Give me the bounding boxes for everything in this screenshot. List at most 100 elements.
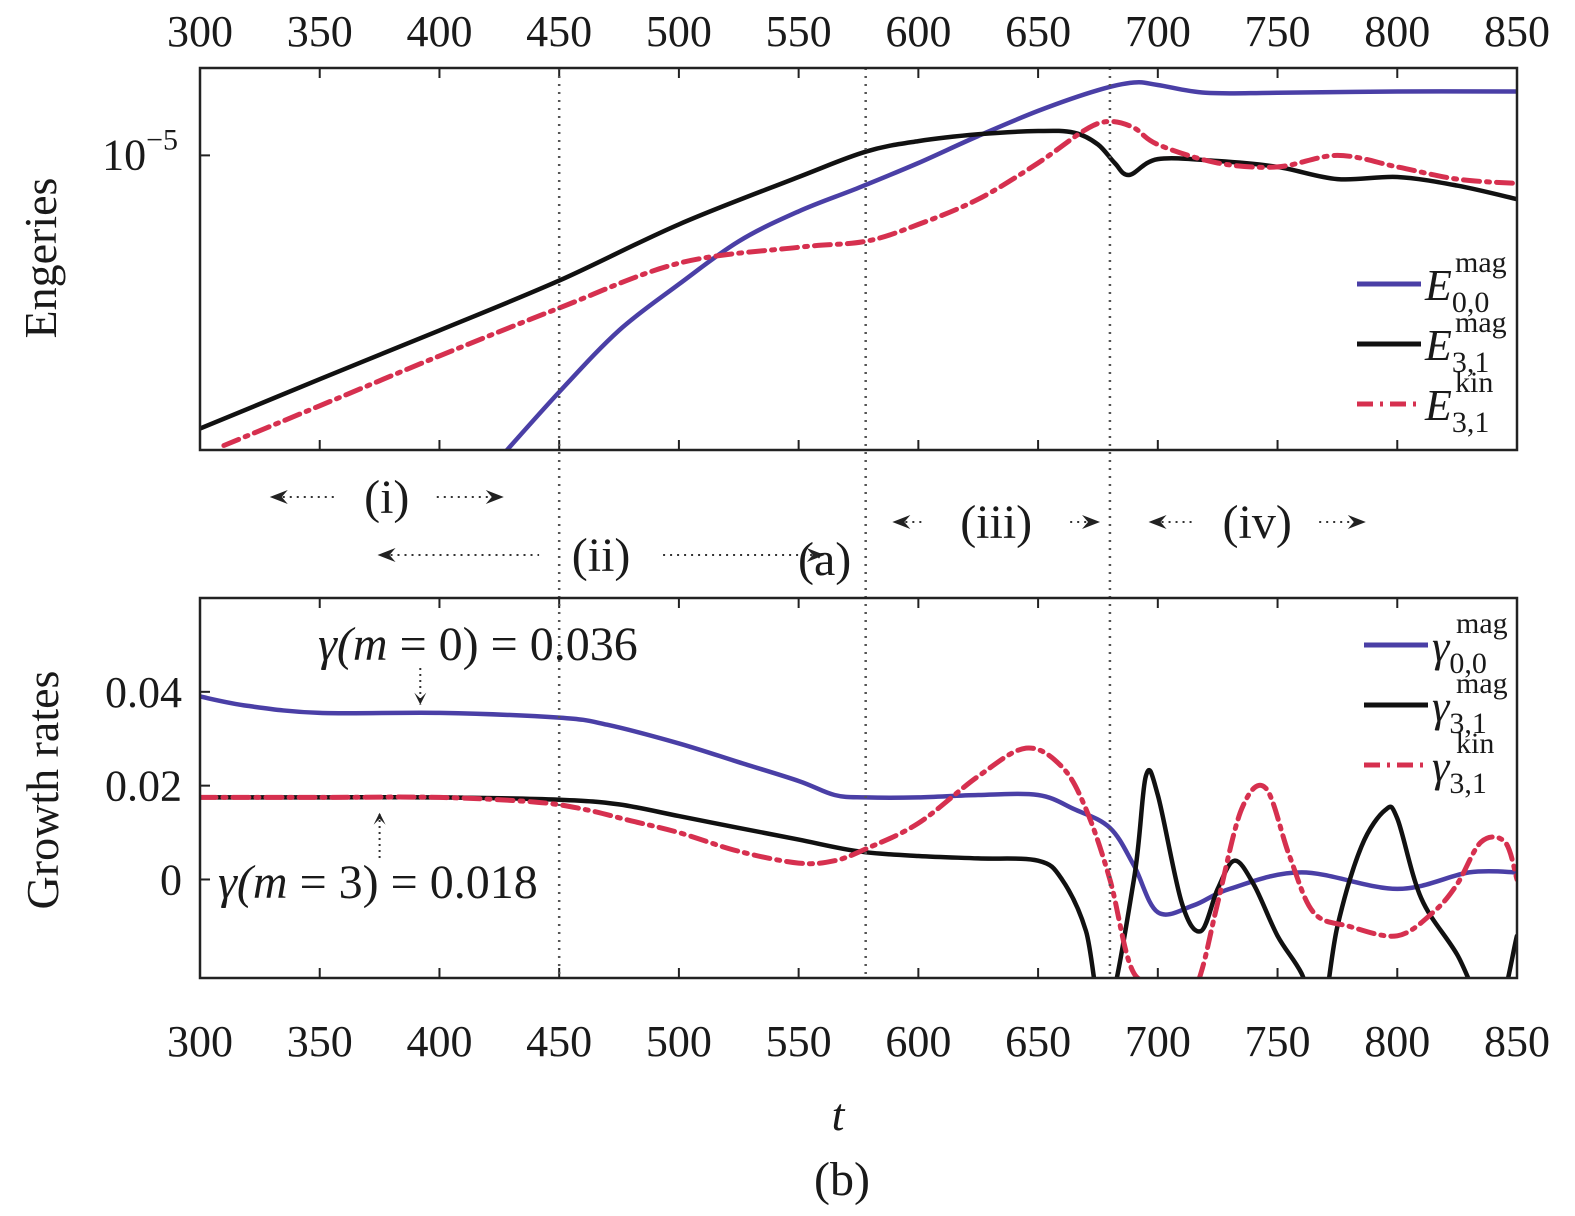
growth-rate-series-lines [200,694,1517,978]
annotation-m: m [353,618,388,671]
phase-arrowhead-left [377,548,396,562]
legend-symbol: γ [1432,682,1451,731]
legend-symbol: E [1424,381,1452,430]
energy-y-tick-label: 10−5 [102,123,178,179]
series-line-E31kin [221,118,1517,448]
legend-label-g31mag: γ3,1 mag [1432,667,1508,740]
annotation-gamma: γ( [218,856,256,909]
phase-arrowhead-right [485,490,504,504]
x-tick-label-top: 450 [526,7,592,56]
x-tick-label-top: 750 [1245,7,1311,56]
x-tick-label-bottom: 300 [167,1017,233,1066]
bottom-x-tick-labels: 300 350 400 450 500 550 600 650 700 750 800 850 [167,1017,1550,1066]
x-tick-label-top: 650 [1005,7,1071,56]
panel-label-a: (a) [798,533,851,586]
x-tick-label-top: 300 [167,7,233,56]
annotation-text-0: γ(m = 0) = 0.036 [318,618,638,671]
tick-base: 10 [102,130,146,179]
panel-b-frame [198,596,1519,980]
phase-label-2: (iii) [960,496,1032,549]
energy-y-ticks: 10−5 [102,123,210,179]
growth-rate-y-axis-label: Growth rates [17,671,68,910]
x-tick-label-top: 700 [1125,7,1191,56]
phase-label-1: (ii) [572,529,631,582]
annotation-arrowhead [414,692,427,705]
series-line-E31mag [200,128,1517,431]
x-tick-label-top: 400 [406,7,472,56]
series-line-g00mag [200,694,1517,917]
legend-symbol: γ [1432,622,1451,671]
x-tick-label-bottom: 550 [766,1017,832,1066]
annotation-value: = 0) = 0.036 [388,618,638,671]
phase-arrowhead-left [269,490,288,504]
x-tick-label-top: 600 [885,7,951,56]
phase-arrowhead-left [1148,515,1167,529]
legend-label-g00mag: γ0,0 mag [1432,607,1508,680]
legend-symbol: γ [1432,742,1451,791]
phase-label-0: (i) [364,471,409,524]
phase-arrowhead-left [892,515,911,529]
phase-arrowhead-right [1082,515,1101,529]
legend-superscript: mag [1455,246,1507,279]
x-tick-label-bottom: 650 [1005,1017,1071,1066]
phase-annotations: (i) (ii) (iii) (iv) [269,471,1366,582]
legend-superscript: mag [1456,667,1508,700]
legend-subscript: 3,1 [1452,346,1490,379]
x-tick-label-top: 350 [287,7,353,56]
x-tick-label-top: 800 [1364,7,1430,56]
x-tick-label-bottom: 500 [646,1017,712,1066]
legend-superscript: mag [1456,607,1508,640]
legend-label-E31kin: E3,1 kin [1424,366,1493,439]
x-tick-label-bottom: 850 [1484,1017,1550,1066]
x-tick-label-bottom: 750 [1245,1017,1311,1066]
legend-superscript: mag [1455,306,1507,339]
series-line-g31mag [200,768,1517,978]
annotation-text-1: γ(m = 3) = 0.018 [218,856,538,909]
legend-superscript: kin [1456,727,1494,760]
x-tick-label-bottom: 600 [885,1017,951,1066]
legend-symbol: E [1424,321,1452,370]
top-x-tick-labels: 300 350 400 450 500 550 600 650 700 750 800 850 [167,7,1550,978]
growth-rate-y-ticks: 0 0.02 0.04 [105,668,210,904]
legend-subscript: 3,1 [1449,707,1487,740]
series-line-E00mag [504,80,1517,450]
x-tick-label-bottom: 450 [526,1017,592,1066]
growth-y-tick-label: 0.02 [105,762,182,811]
legend-symbol: E [1424,261,1452,310]
x-tick-label-top: 850 [1484,7,1550,56]
legend-label-E31mag: E3,1 mag [1424,306,1507,379]
x-axis-label: t [832,1089,846,1140]
x-tick-label-top: 550 [766,7,832,56]
annotation-gamma: γ( [318,618,356,671]
legend-subscript: 3,1 [1449,767,1487,800]
x-tick-label-bottom: 350 [287,1017,353,1066]
legend-subscript: 0,0 [1452,286,1490,319]
series-line-g31kin [200,745,1517,978]
annotation-arrowhead [373,812,386,825]
panel-a-frame [198,66,1519,452]
legend-superscript: kin [1455,366,1493,399]
energy-y-axis-label: Engeries [15,178,66,339]
annotation-value: = 3) = 0.018 [288,856,538,909]
x-tick-label-bottom: 400 [406,1017,472,1066]
tick-exponent: −5 [146,123,178,156]
x-tick-label-bottom: 800 [1364,1017,1430,1066]
panel-b-growth-rates: 00.020.04 Growth rates γ0,0magγ3,1magγ3,… [17,607,1517,978]
energy-series-lines [200,80,1517,450]
legend-subscript: 3,1 [1452,406,1490,439]
panel-label-b: (b) [814,1153,870,1206]
growth-y-tick-label: 0 [160,855,182,904]
x-tick-label-bottom: 700 [1125,1017,1191,1066]
phase-arrowhead-right [1347,515,1366,529]
phase-arrowhead-right [806,548,825,562]
phase-label-3: (iv) [1223,496,1292,549]
x-tick-label-top: 500 [646,7,712,56]
annotation-m: m [253,856,288,909]
legend-label-E00mag: E0,0 mag [1424,246,1507,319]
legend-label-g31kin: γ3,1 kin [1432,727,1494,800]
